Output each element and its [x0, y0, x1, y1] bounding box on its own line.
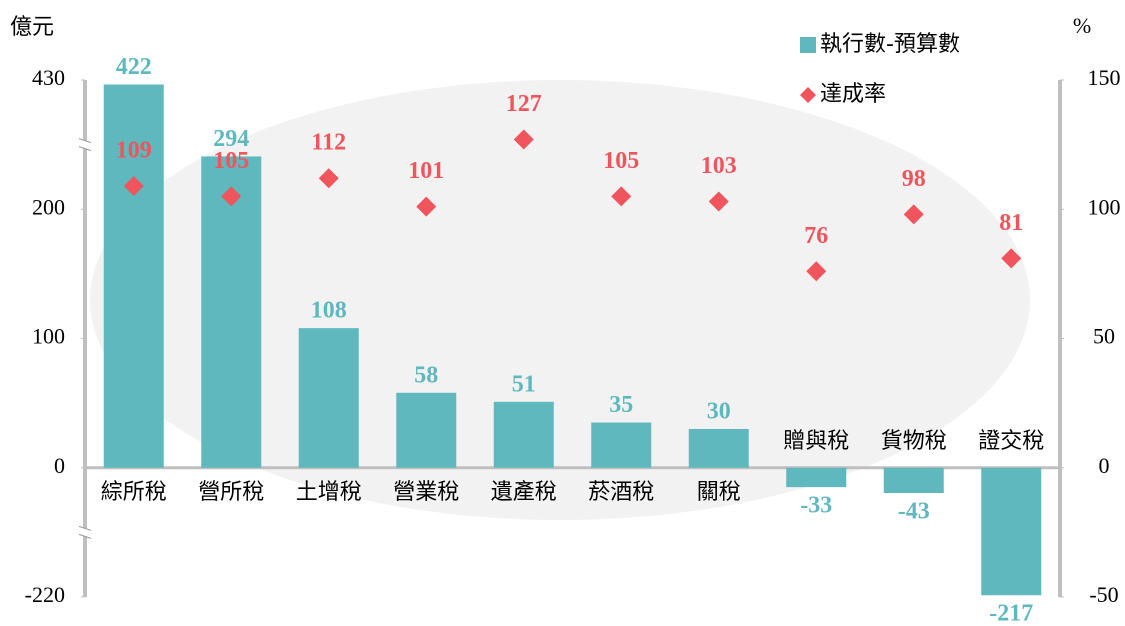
y-tick-label: 430	[32, 65, 65, 90]
rate-value-label: 127	[506, 91, 542, 117]
rate-value-label: 112	[311, 130, 346, 156]
y-tick-label: 200	[32, 194, 65, 219]
x-tick-label: 綜所稅	[101, 480, 167, 505]
x-tick-label: 關稅	[697, 480, 741, 505]
x-tick-label: 營業稅	[393, 480, 459, 505]
legend-swatch	[800, 37, 816, 53]
y-tick-label: 100	[32, 324, 65, 349]
x-tick-label: 營所稅	[198, 480, 264, 505]
rate-value-label: 98	[902, 166, 926, 192]
bar-value-label: 58	[414, 362, 438, 388]
y2-tick-label: -50	[1089, 582, 1118, 607]
x-tick-label: 土增稅	[296, 480, 362, 505]
y-tick-label: 0	[54, 453, 65, 478]
legend-label: 執行數-預算數	[820, 32, 960, 57]
bar	[299, 328, 359, 468]
rate-value-label: 109	[116, 137, 152, 163]
x-tick-label: 遺產稅	[491, 480, 557, 505]
bar-value-label: -43	[898, 499, 930, 525]
bar-value-label: 30	[707, 398, 731, 424]
bar-value-label: -33	[800, 493, 832, 519]
bar-value-label: -217	[989, 601, 1033, 621]
rate-value-label: 101	[408, 158, 444, 184]
y-tick-label: -220	[25, 582, 65, 607]
bar	[884, 468, 944, 493]
x-tick-label: 貨物稅	[881, 429, 947, 454]
legend-swatch	[800, 87, 816, 103]
bar	[689, 429, 749, 468]
bar-value-label: 35	[609, 392, 633, 418]
bar	[494, 402, 554, 468]
rate-value-label: 76	[804, 223, 828, 249]
x-tick-label: 證交稅	[978, 429, 1044, 454]
bar	[786, 468, 846, 487]
bar-value-label: 422	[116, 54, 152, 80]
y2-tick-label: 50	[1093, 324, 1115, 349]
bar	[396, 393, 456, 468]
legend-label: 達成率	[820, 82, 886, 107]
rate-value-label: 105	[213, 148, 249, 174]
bar-value-label: 51	[512, 371, 536, 397]
rate-value-label: 105	[603, 148, 639, 174]
bar-value-label: 108	[311, 298, 347, 324]
y2-tick-label: 100	[1088, 194, 1121, 219]
y2-axis-label: %	[1073, 13, 1091, 38]
rate-value-label: 81	[999, 210, 1023, 236]
bar	[981, 468, 1041, 595]
x-tick-label: 菸酒稅	[588, 480, 654, 505]
y2-tick-label: 0	[1099, 453, 1110, 478]
rate-value-label: 103	[701, 153, 737, 179]
y-axis-label: 億元	[10, 15, 54, 40]
bar	[591, 423, 651, 468]
y2-tick-label: 150	[1088, 65, 1121, 90]
x-tick-label: 贈與稅	[783, 429, 849, 454]
chart: 億元 % 4302001000-220150100500-50422綜所稅294…	[0, 0, 1125, 621]
